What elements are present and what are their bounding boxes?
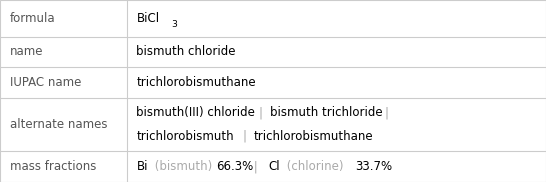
Text: IUPAC name: IUPAC name: [10, 76, 81, 89]
Text: 3: 3: [171, 20, 177, 29]
Text: Cl: Cl: [268, 160, 280, 173]
Text: (chlorine): (chlorine): [283, 160, 347, 173]
Text: BiCl: BiCl: [136, 12, 159, 25]
Text: |: |: [242, 130, 246, 143]
Text: trichlorobismuth: trichlorobismuth: [136, 130, 234, 143]
Text: 66.3%: 66.3%: [216, 160, 253, 173]
Text: bismuth(III) chloride: bismuth(III) chloride: [136, 106, 256, 119]
Text: bismuth trichloride: bismuth trichloride: [270, 106, 383, 119]
Text: trichlorobismuthane: trichlorobismuthane: [136, 76, 256, 89]
Text: bismuth chloride: bismuth chloride: [136, 46, 236, 58]
Text: trichlorobismuthane: trichlorobismuthane: [254, 130, 373, 143]
Text: 33.7%: 33.7%: [355, 160, 392, 173]
Text: formula: formula: [10, 12, 56, 25]
Text: alternate names: alternate names: [10, 118, 108, 131]
Text: (bismuth): (bismuth): [151, 160, 216, 173]
Text: |: |: [250, 160, 262, 173]
Text: mass fractions: mass fractions: [10, 160, 96, 173]
Text: |: |: [384, 106, 388, 119]
Text: name: name: [10, 46, 43, 58]
Text: |: |: [258, 106, 263, 119]
Text: Bi: Bi: [136, 160, 148, 173]
